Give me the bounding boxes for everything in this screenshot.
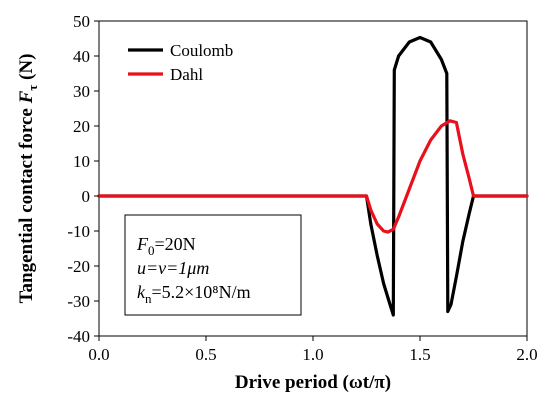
y-tick-label: -40 bbox=[67, 327, 90, 346]
annotation-frame bbox=[124, 214, 302, 316]
legend-label-coulomb: Coulomb bbox=[170, 41, 233, 60]
x-tick-label: 1.0 bbox=[302, 345, 323, 364]
x-tick-label: 1.5 bbox=[409, 345, 430, 364]
y-tick-label: 50 bbox=[73, 12, 90, 31]
y-tick-label: 10 bbox=[73, 152, 90, 171]
series-line-coulomb bbox=[97, 35, 529, 317]
y-tick-label: 40 bbox=[73, 47, 90, 66]
x-axis-label: Drive period (ωt/π) bbox=[235, 372, 391, 393]
y-tick-label: 20 bbox=[73, 117, 90, 136]
axes-layer: -40 -30 -20 -10 0 10 20 30 40 50 0.0 0.5 1.0 1.5 2.0 Dr… bbox=[16, 12, 538, 393]
series-layer bbox=[97, 35, 529, 317]
annotation-line: kn=5.2×10⁸N/m bbox=[137, 282, 251, 306]
legend: Coulomb Dahl bbox=[128, 41, 233, 84]
annotation-line: F0=20N bbox=[136, 234, 196, 258]
x-tick-label: 2.0 bbox=[516, 345, 537, 364]
legend-label-dahl: Dahl bbox=[170, 65, 203, 84]
y-axis-label: Tangential contact force Fτ (N) bbox=[16, 54, 40, 304]
x-tick-label: 0.5 bbox=[195, 345, 216, 364]
y-tick-label: 30 bbox=[73, 82, 90, 101]
annotation-line: u=v=1μm bbox=[137, 258, 209, 278]
y-tick-label: -10 bbox=[67, 222, 90, 241]
y-tick-label: -20 bbox=[67, 257, 90, 276]
x-tick-label: 0.0 bbox=[88, 345, 109, 364]
y-tick-label: 0 bbox=[82, 187, 91, 206]
series-line-dahl bbox=[97, 119, 529, 234]
y-tick-label: -30 bbox=[67, 292, 90, 311]
